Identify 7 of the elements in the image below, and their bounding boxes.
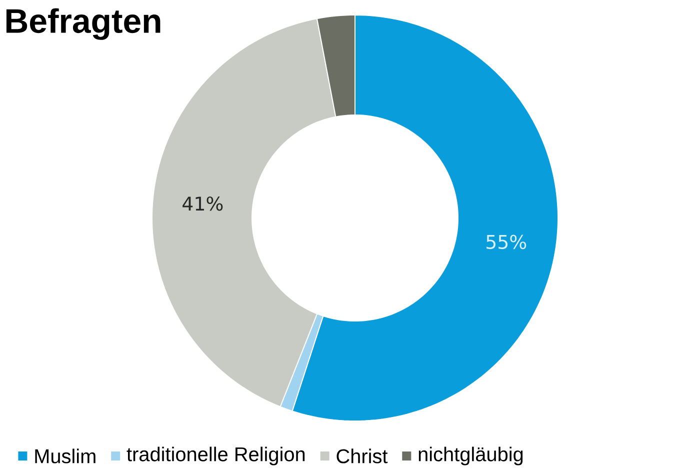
chart-title: Befragten [6,8,160,40]
legend-label: traditionelle Religion [126,446,305,466]
legend-label: nichtgläubig [418,446,523,466]
legend-label: Christ [336,448,388,464]
data-label: 41% [182,196,223,211]
legend-label: Muslim [35,448,96,464]
data-label: 55% [486,234,526,250]
